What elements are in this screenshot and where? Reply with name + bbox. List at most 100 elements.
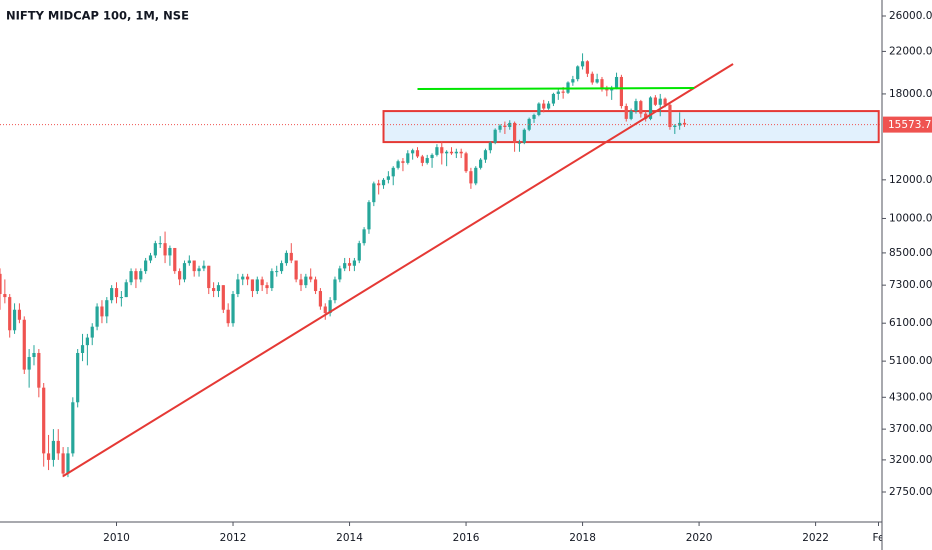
candle-body (668, 104, 672, 127)
candle-body (0, 273, 2, 295)
candle-body (576, 66, 580, 80)
candle-body (231, 294, 235, 324)
candle-body (289, 252, 293, 261)
candle-body (479, 159, 483, 168)
candle-body (585, 61, 590, 74)
x-tick-label: 2016 (453, 532, 480, 544)
candle-body (328, 300, 332, 314)
price-axis: 2750.00 3200.00 3700.00 4300.00 5100.00 6100.… (882, 10, 932, 498)
candle-body (512, 122, 517, 143)
candle-body (304, 276, 308, 286)
x-tick-label: 2012 (220, 532, 247, 544)
candle-body (12, 309, 17, 331)
candle-body (527, 118, 531, 130)
last-price-label: 15573.70 (888, 119, 932, 131)
candle-body (522, 129, 526, 143)
candle-body (187, 260, 191, 264)
candle-body (449, 151, 454, 154)
candle-body (459, 151, 463, 154)
candle-body (51, 440, 56, 460)
trend-line (417, 87, 695, 91)
candle-body (8, 297, 12, 331)
candle-body (119, 297, 123, 299)
candle-body (153, 243, 157, 256)
candle-body (338, 268, 342, 280)
candle-body (352, 260, 356, 266)
candle-body (294, 260, 298, 280)
candle-body (17, 309, 22, 320)
candle-body (381, 179, 386, 186)
candle-body (173, 247, 177, 272)
x-tick-label: 2014 (336, 532, 363, 544)
x-tick-label: Fe (873, 532, 885, 544)
candle-body (255, 279, 259, 292)
candle-body (221, 285, 225, 310)
candle-body (333, 279, 337, 301)
candle-body (260, 279, 264, 286)
candle-body (100, 306, 104, 317)
chart-title: NIFTY MIDCAP 100, 1M, NSE (6, 9, 189, 23)
y-tick-label: 2750.00 (889, 486, 932, 498)
candle-body (56, 440, 60, 454)
candle-body (168, 247, 172, 256)
candle-body (207, 265, 211, 289)
candle-body (245, 276, 250, 280)
candle-body (440, 147, 444, 154)
trend-line (62, 63, 734, 477)
candle-body (420, 156, 424, 163)
candle-body (197, 268, 201, 272)
y-tick-label: 22000.00 (889, 45, 932, 57)
candle-body (178, 271, 182, 280)
candle-body (634, 101, 638, 112)
candle-body (673, 125, 677, 127)
candle-body (114, 288, 119, 298)
candle-body (367, 202, 371, 230)
x-tick-label: 2018 (569, 532, 596, 544)
candle-body (648, 97, 653, 119)
candle-body (42, 387, 46, 454)
candle-body (124, 282, 128, 298)
y-tick-label: 26000.00 (889, 10, 932, 22)
candle-body (377, 183, 381, 186)
y-tick-label: 6100.00 (889, 317, 932, 329)
candle-body (415, 150, 420, 157)
candle-body (182, 263, 187, 280)
candle-body (66, 453, 70, 474)
candle-body (629, 111, 633, 119)
candle-body (430, 154, 434, 159)
candle-body (250, 279, 255, 292)
candle-body (37, 352, 41, 388)
y-tick-label: 10000.00 (889, 212, 932, 224)
candle-body (279, 263, 284, 272)
candle-body (401, 161, 405, 163)
candle-body (265, 285, 269, 289)
candle-body (498, 125, 502, 130)
candle-body (275, 271, 279, 273)
y-tick-label: 3200.00 (889, 454, 932, 466)
candle-body (105, 300, 109, 317)
candle-body (580, 61, 585, 67)
candle-body (561, 91, 565, 93)
candle-body (571, 79, 575, 83)
candle-body (61, 453, 65, 474)
candle-body (658, 98, 662, 105)
candle-body (508, 122, 512, 127)
candle-body (148, 255, 153, 261)
candle-body (639, 101, 643, 114)
candle-body (551, 93, 556, 104)
candle-body (192, 260, 196, 272)
candle-body (216, 285, 221, 292)
candle-body (202, 265, 206, 269)
candle-body (134, 271, 138, 280)
candle-body (236, 279, 240, 295)
candle-body (71, 402, 75, 454)
candle-body (682, 122, 687, 125)
candle-body (144, 260, 148, 272)
candle-body (27, 357, 31, 370)
candle-body (362, 229, 366, 244)
candle-body (343, 263, 347, 269)
y-tick-label: 12000.00 (889, 174, 932, 186)
candle-body (517, 142, 522, 144)
